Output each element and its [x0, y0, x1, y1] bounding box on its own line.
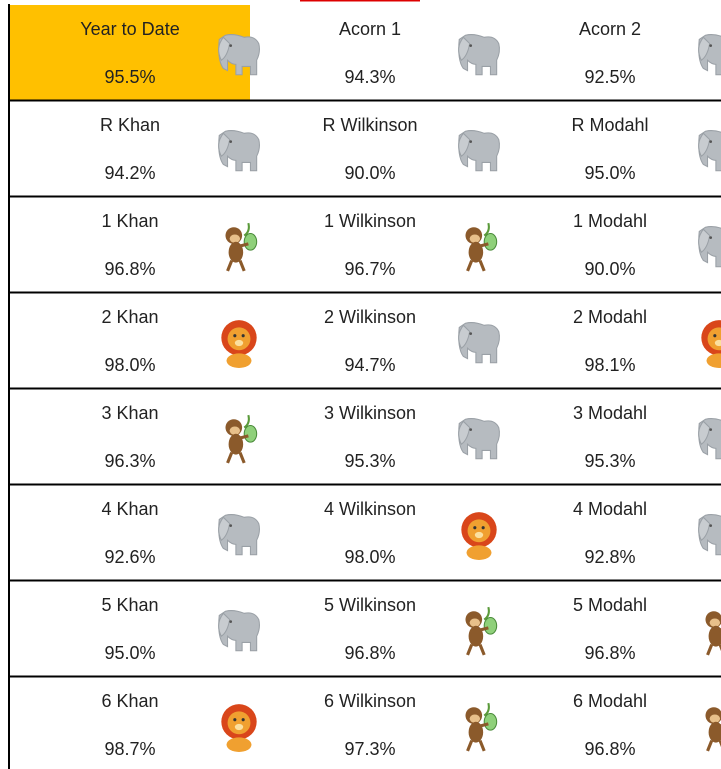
attendance-value: 95.3%	[344, 451, 395, 471]
animal-icon	[701, 320, 721, 368]
animal-icon	[465, 607, 496, 655]
attendance-value: 92.5%	[584, 67, 635, 87]
animal-icon	[221, 320, 256, 368]
unit-name: 3 Wilkinson	[324, 403, 416, 423]
attendance-value: 96.3%	[104, 451, 155, 471]
animal-icon	[699, 35, 721, 75]
animal-icon	[221, 704, 256, 752]
animal-icon	[705, 703, 721, 751]
animal-icon	[465, 223, 496, 271]
attendance-value: 96.8%	[104, 259, 155, 279]
animal-icon	[219, 35, 260, 75]
attendance-value: 94.2%	[104, 163, 155, 183]
attendance-value: 92.8%	[584, 547, 635, 567]
attendance-value: 96.8%	[584, 643, 635, 663]
animal-icon	[219, 515, 260, 555]
attendance-value: 90.0%	[344, 163, 395, 183]
unit-name: 1 Modahl	[573, 211, 647, 231]
attendance-value: 92.6%	[104, 547, 155, 567]
attendance-value: 98.0%	[344, 547, 395, 567]
unit-name: 1 Wilkinson	[324, 211, 416, 231]
unit-name: 4 Wilkinson	[324, 499, 416, 519]
animal-icon	[459, 323, 500, 363]
unit-name: 5 Wilkinson	[324, 595, 416, 615]
unit-name: 6 Khan	[101, 691, 158, 711]
page: {"rows": [ [{"name": "Year to Date", "va…	[0, 0, 721, 769]
unit-name: R Modahl	[571, 115, 648, 135]
unit-name: 4 Modahl	[573, 499, 647, 519]
animal-icon	[465, 703, 496, 751]
attendance-value: 98.0%	[104, 355, 155, 375]
unit-name: Acorn 2	[579, 19, 641, 39]
attendance-value: 94.3%	[344, 67, 395, 87]
unit-name: R Khan	[100, 115, 160, 135]
unit-name: 6 Wilkinson	[324, 691, 416, 711]
attendance-value: 94.7%	[344, 355, 395, 375]
attendance-value: 95.3%	[584, 451, 635, 471]
attendance-grid: Year to Date 95.5% Acorn 1 94.3% Acorn 2 92.5…	[0, 0, 721, 769]
attendance-value: 97.3%	[344, 739, 395, 759]
attendance-value: 95.5%	[104, 67, 155, 87]
unit-name: 3 Khan	[101, 403, 158, 423]
unit-name: 2 Modahl	[573, 307, 647, 327]
animal-icon	[705, 607, 721, 655]
unit-name: 3 Modahl	[573, 403, 647, 423]
animal-icon	[219, 611, 260, 651]
animal-icon	[219, 131, 260, 171]
attendance-value: 98.7%	[104, 739, 155, 759]
attendance-value: 96.7%	[344, 259, 395, 279]
unit-name: 5 Khan	[101, 595, 158, 615]
animal-icon	[699, 419, 721, 459]
attendance-value: 98.1%	[584, 355, 635, 375]
unit-name: 2 Khan	[101, 307, 158, 327]
attendance-value: 90.0%	[584, 259, 635, 279]
animal-icon	[459, 419, 500, 459]
attendance-value: 95.0%	[104, 643, 155, 663]
unit-name: 2 Wilkinson	[324, 307, 416, 327]
unit-name: 5 Modahl	[573, 595, 647, 615]
attendance-value: 96.8%	[584, 739, 635, 759]
attendance-value: 96.8%	[344, 643, 395, 663]
animal-icon	[461, 512, 496, 560]
animal-icon	[225, 415, 256, 463]
unit-name: 6 Modahl	[573, 691, 647, 711]
unit-name: Year to Date	[80, 19, 179, 39]
animal-icon	[699, 131, 721, 171]
animal-icon	[459, 131, 500, 171]
attendance-value: 95.0%	[584, 163, 635, 183]
animal-icon	[699, 227, 721, 267]
unit-name: 4 Khan	[101, 499, 158, 519]
animal-icon	[459, 35, 500, 75]
unit-name: Acorn 1	[339, 19, 401, 39]
animal-icon	[699, 515, 721, 555]
unit-name: R Wilkinson	[322, 115, 417, 135]
animal-icon	[225, 223, 256, 271]
unit-name: 1 Khan	[101, 211, 158, 231]
